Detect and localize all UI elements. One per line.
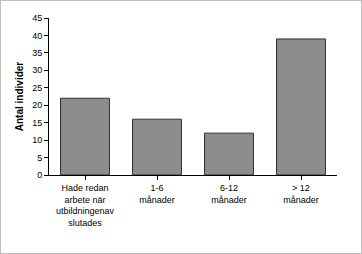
svg-text:35: 35 bbox=[32, 48, 42, 58]
svg-text:15: 15 bbox=[32, 118, 42, 128]
svg-text:6-12månader: 6-12månader bbox=[211, 183, 247, 205]
svg-text:30: 30 bbox=[32, 65, 42, 75]
svg-text:10: 10 bbox=[32, 135, 42, 145]
svg-text:45: 45 bbox=[32, 13, 42, 23]
svg-text:> 12månader: > 12månader bbox=[283, 183, 319, 205]
svg-text:20: 20 bbox=[32, 100, 42, 110]
svg-text:Hade redanarbete närutbildning: Hade redanarbete närutbildningenavslutad… bbox=[56, 183, 115, 228]
svg-text:1-6månader: 1-6månader bbox=[139, 183, 175, 205]
svg-text:40: 40 bbox=[32, 31, 42, 41]
svg-text:0: 0 bbox=[37, 170, 42, 180]
svg-text:5: 5 bbox=[37, 153, 42, 163]
svg-text:25: 25 bbox=[32, 83, 42, 93]
svg-text:Antal individer: Antal individer bbox=[14, 62, 25, 132]
